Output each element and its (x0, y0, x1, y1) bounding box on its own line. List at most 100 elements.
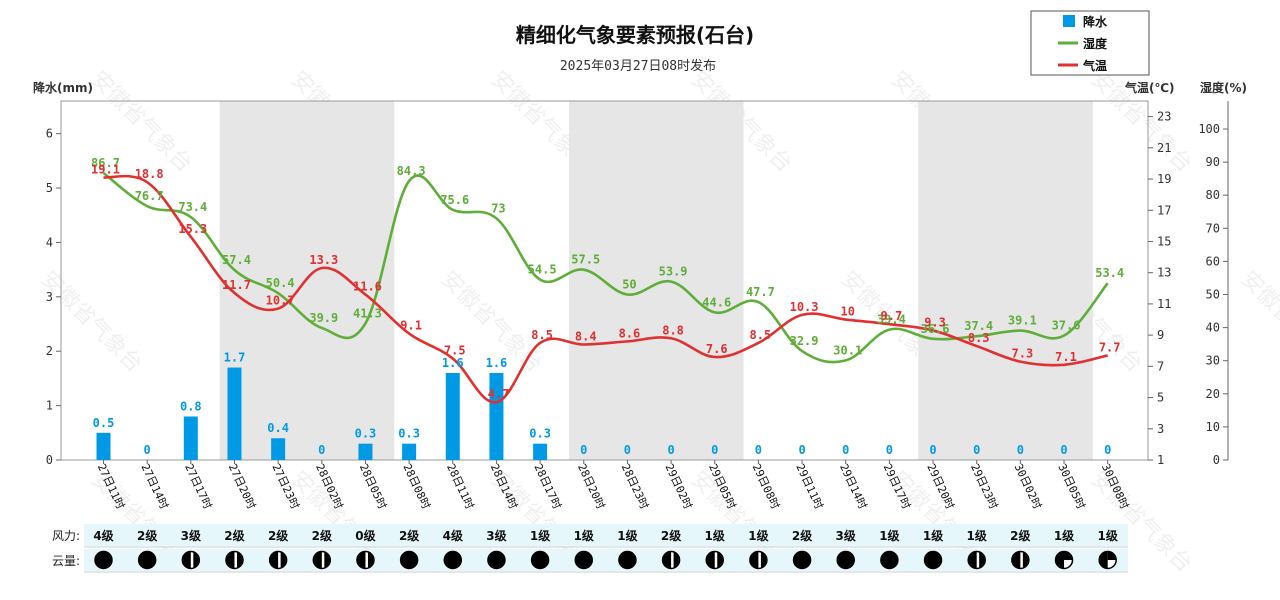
cloud-icon-fill (968, 551, 977, 569)
cloud-icon-fill (236, 552, 243, 568)
temperature-label: 7.3 (1012, 347, 1034, 361)
cloud-icon-fill (1022, 552, 1029, 568)
series-lines (102, 171, 1109, 404)
humidity-label: 73 (491, 201, 505, 215)
yhum-tick-label: 80 (1206, 188, 1220, 202)
temperature-line (103, 174, 1108, 404)
ytemp-tick-label: 11 (1157, 297, 1171, 311)
precip-label: 0 (624, 443, 631, 457)
cloud-icon-fill (1099, 560, 1108, 569)
cloud-icon-fill (618, 551, 636, 569)
precip-bar (402, 443, 417, 460)
humidity-label: 73.4 (178, 200, 207, 214)
x-tick-label: 27日14时 (138, 462, 170, 511)
cloud-icon-fill (324, 552, 330, 568)
precip-label: 0.3 (355, 427, 377, 441)
wind-value: 1级 (748, 528, 768, 543)
x-tick-labels: 27日11时 27日14时 27日17时 27日20时 27日23时 28日02时 28日0… (95, 460, 1131, 511)
ytemp-tick-label: 13 (1157, 266, 1171, 280)
wind-value: 3级 (181, 528, 201, 543)
humidity-label: 54.5 (528, 263, 557, 277)
cloud-icon (137, 550, 157, 570)
wind-value: 1级 (530, 528, 550, 543)
x-tick-label: 28日23时 (619, 462, 651, 511)
precip-label: 0.3 (398, 427, 420, 441)
temperature-label: 8.8 (662, 323, 684, 337)
cloud-icon-fill (1011, 551, 1021, 569)
cloud-row-label: 云量: (52, 554, 80, 568)
precip-bar (533, 443, 548, 460)
temperature-label: 18.8 (135, 167, 164, 181)
yleft-tick-label: 6 (46, 127, 53, 141)
x-tick-label: 29日23时 (968, 462, 1000, 511)
temperature-label: 9.7 (881, 309, 903, 323)
cloud-icon-fill (979, 552, 985, 568)
watermark-text: 安徽省气象台 (1236, 267, 1280, 378)
cloud-icon-fill (400, 551, 418, 569)
cloud-icon (225, 550, 244, 570)
wind-value: 2级 (661, 528, 681, 543)
x-tick-label: 27日20时 (226, 462, 258, 511)
humidity-label: 47.7 (746, 285, 775, 299)
wind-value: 1级 (1098, 528, 1118, 543)
wind-value: 1级 (705, 528, 725, 543)
cloud-icon-fill (880, 551, 898, 569)
cloud-icon-fill (662, 551, 672, 569)
temperature-label: 11.6 (353, 280, 382, 294)
legend-box (1030, 10, 1150, 76)
precip-label: 0 (798, 443, 805, 457)
bottom-rows: 风力: 云量: 4级 2级 3级 2级 2级 2级 0级 2级 4级 3级 1级 1级 1级 2级 1级 1级 2级… (52, 524, 1128, 573)
cloud-icon (312, 550, 332, 570)
yleft-tick-label: 1 (46, 399, 53, 413)
precip-label: 0 (755, 443, 762, 457)
cloud-icon-fill (760, 552, 767, 568)
wind-row-bg (84, 524, 1128, 546)
humidity-label: 50.4 (266, 276, 295, 290)
cloud-icon (181, 550, 201, 570)
temperature-label: 7.1 (1055, 350, 1077, 364)
x-tick-label: 29日11时 (793, 462, 825, 511)
cloud-icon (574, 550, 594, 570)
wind-value: 1级 (617, 528, 637, 543)
cloud-icon-fill (193, 552, 199, 568)
wind-value: 1级 (967, 528, 987, 543)
cloud-icon (530, 550, 550, 570)
temperature-label: 8.4 (575, 329, 597, 343)
temperature-label: 9.1 (400, 319, 422, 333)
x-tick-label: 30日05时 (1055, 462, 1087, 511)
night-band (918, 101, 1093, 460)
cloud-icon (705, 550, 724, 570)
cloud-icon (1011, 550, 1030, 570)
humidity-label: 50 (622, 278, 636, 292)
cloud-icon-fill (749, 551, 759, 569)
yhum-tick-label: 0 (1213, 453, 1220, 467)
humidity-label: 39.9 (309, 311, 338, 325)
ytemp-tick-label: 5 (1157, 391, 1164, 405)
cloud-icon-fill (1055, 560, 1065, 569)
cloud-icon (1054, 550, 1074, 570)
plot-border (60, 100, 1149, 461)
humidity-label: 84.3 (397, 164, 426, 178)
precip-label: 0 (144, 443, 151, 457)
ytemp-tick-label: 19 (1157, 172, 1171, 186)
yleft-tick-label: 0 (46, 453, 53, 467)
wind-value: 2级 (1010, 528, 1030, 543)
cloud-icon-fill (531, 551, 549, 569)
cloud-icon (923, 550, 943, 570)
cloud-icon-fill (182, 551, 191, 569)
yleft-tick-label: 3 (46, 290, 53, 304)
wind-value: 4级 (93, 528, 113, 543)
yhum-tick-label: 40 (1206, 321, 1220, 335)
yhum-tick-label: 70 (1206, 221, 1220, 235)
cloud-icon-fill (313, 551, 322, 569)
axes: 0123456135791113151719212301020304050607… (46, 101, 1229, 467)
temperature-label: 9.3 (924, 315, 946, 329)
humidity-label: 32.9 (790, 334, 819, 348)
legend-item-label: 湿度 (1083, 36, 1108, 51)
precip-bar (227, 367, 242, 460)
precip-label: 0 (886, 443, 893, 457)
legend-swatch-precip (1063, 15, 1075, 27)
cloud-icon (356, 550, 375, 570)
